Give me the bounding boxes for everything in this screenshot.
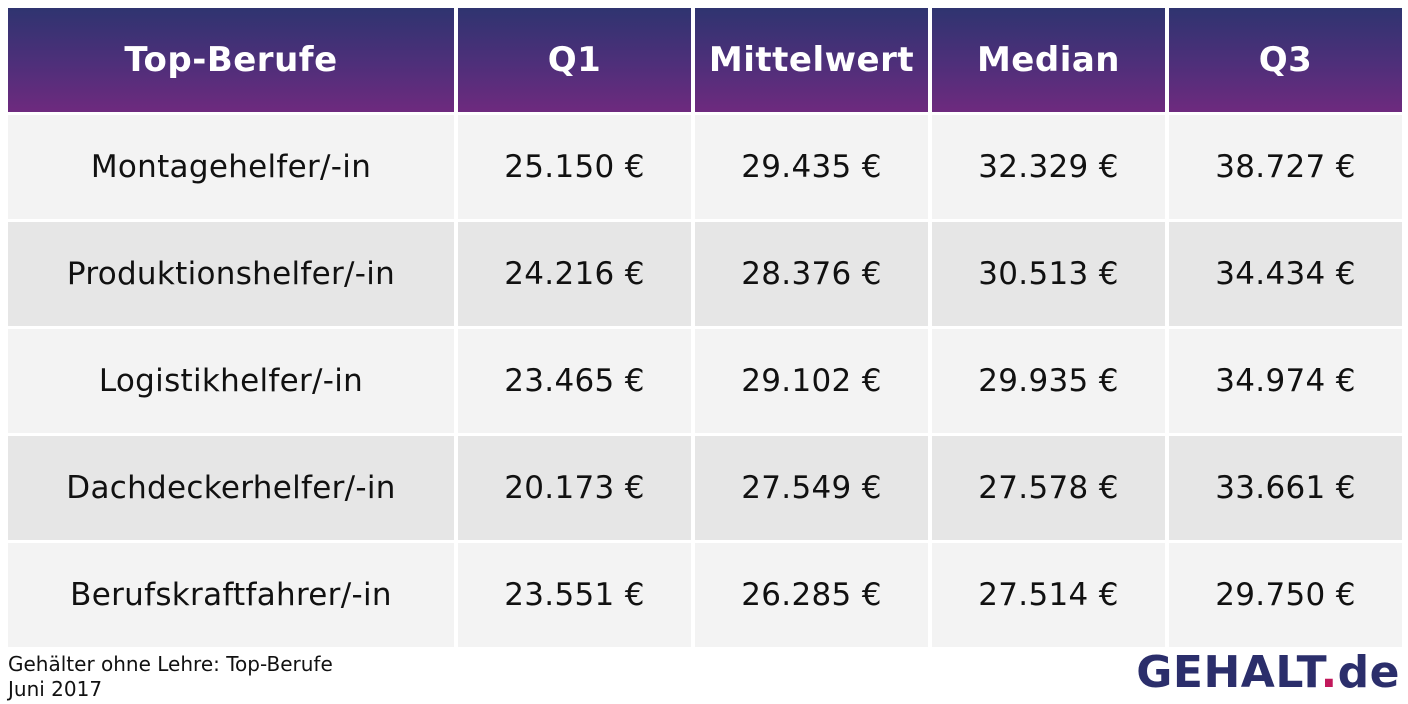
value-cell: 29.435 €	[695, 115, 928, 219]
caption-date: Juni 2017	[8, 677, 103, 701]
salary-table-grid: Top-Berufe Q1 Mittelwert Median Q3 Montagehel…	[8, 8, 1402, 647]
value-cell: 28.376 €	[695, 222, 928, 326]
row-label-cell: Berufskraftfahrer/-in	[8, 543, 454, 647]
value-cell: 38.727 €	[1169, 115, 1402, 219]
value-cell: 26.285 €	[695, 543, 928, 647]
row-label-cell: Produktionshelfer/-in	[8, 222, 454, 326]
logo-dot: .	[1320, 647, 1338, 698]
column-header: Median	[932, 8, 1165, 112]
value-cell: 29.750 €	[1169, 543, 1402, 647]
value-cell: 27.578 €	[932, 436, 1165, 540]
value-cell: 33.661 €	[1169, 436, 1402, 540]
row-label-cell: Montagehelfer/-in	[8, 115, 454, 219]
value-cell: 30.513 €	[932, 222, 1165, 326]
column-header: Mittelwert	[695, 8, 928, 112]
value-cell: 23.551 €	[458, 543, 691, 647]
value-cell: 32.329 €	[932, 115, 1165, 219]
value-cell: 24.216 €	[458, 222, 691, 326]
column-header: Top-Berufe	[8, 8, 454, 112]
row-label-cell: Dachdeckerhelfer/-in	[8, 436, 454, 540]
value-cell: 29.935 €	[932, 329, 1165, 433]
value-cell: 34.434 €	[1169, 222, 1402, 326]
logo-name: GEHALT	[1136, 647, 1321, 698]
value-cell: 20.173 €	[458, 436, 691, 540]
value-cell: 27.549 €	[695, 436, 928, 540]
value-cell: 27.514 €	[932, 543, 1165, 647]
value-cell: 34.974 €	[1169, 329, 1402, 433]
value-cell: 29.102 €	[695, 329, 928, 433]
caption-title: Gehälter ohne Lehre: Top-Berufe	[8, 652, 333, 676]
value-cell: 25.150 €	[458, 115, 691, 219]
column-header: Q3	[1169, 8, 1402, 112]
footer-caption: Gehälter ohne Lehre: Top-Berufe Juni 201…	[8, 652, 333, 702]
salary-table: Top-Berufe Q1 Mittelwert Median Q3 Montagehel…	[8, 8, 1402, 647]
logo-tld: de	[1337, 647, 1400, 698]
value-cell: 23.465 €	[458, 329, 691, 433]
row-label-cell: Logistikhelfer/-in	[8, 329, 454, 433]
brand-logo: GEHALT.de	[1136, 646, 1400, 700]
column-header: Q1	[458, 8, 691, 112]
